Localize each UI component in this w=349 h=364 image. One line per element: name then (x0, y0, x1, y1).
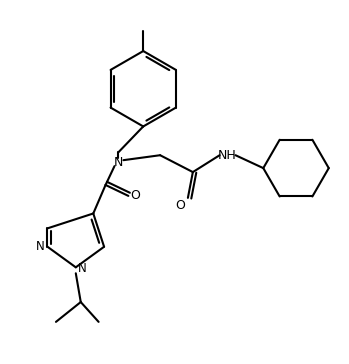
Text: O: O (175, 199, 185, 212)
Text: N: N (79, 262, 87, 275)
Text: N: N (36, 240, 45, 253)
Text: NH: NH (218, 149, 237, 162)
Text: N: N (114, 156, 123, 169)
Text: O: O (131, 189, 140, 202)
